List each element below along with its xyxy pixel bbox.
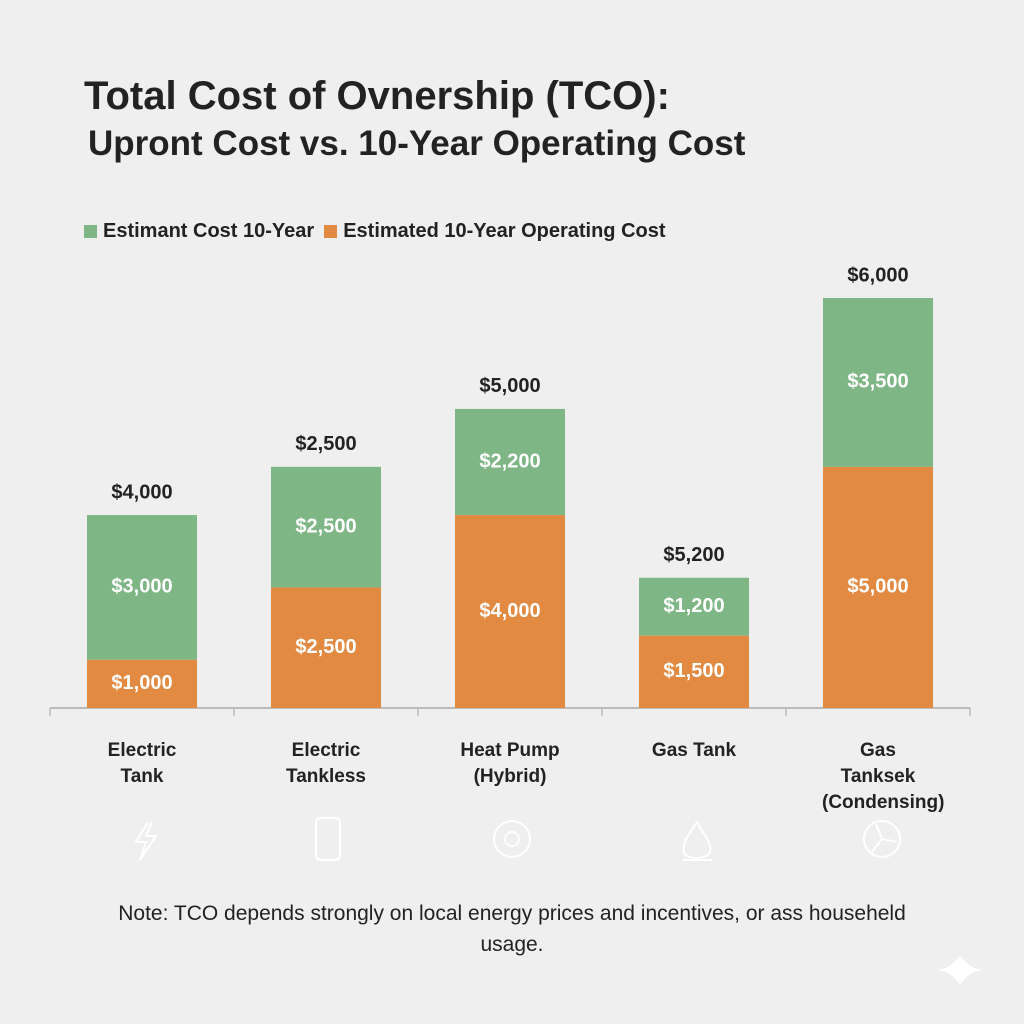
legend-item: Estimated 10-Year Operating Cost <box>324 220 666 243</box>
icons <box>134 817 901 861</box>
icon-heatpump-core <box>504 831 520 847</box>
value-label: $4,000 <box>479 600 540 622</box>
bar-segment <box>823 298 933 467</box>
bar-segment <box>87 659 197 708</box>
chart-title: Total Cost of Ovnership (TCO): <box>84 74 670 118</box>
value-label: $1,200 <box>663 595 724 617</box>
bar-segment <box>639 577 749 636</box>
total-label: $2,500 <box>295 433 356 455</box>
total-label: $5,200 <box>663 544 724 566</box>
value-label: $1,000 <box>111 672 172 694</box>
sparkle <box>935 955 985 985</box>
note: Note: TCO depends strongly on local ener… <box>118 902 906 956</box>
bar-segment <box>639 635 749 708</box>
bar-segment <box>455 408 565 516</box>
value-label: $2,500 <box>295 636 356 658</box>
value-label: $2,500 <box>295 515 356 537</box>
bar-segment <box>271 587 381 708</box>
value-label: $3,000 <box>111 576 172 598</box>
chart-subtitle: Upront Cost vs. 10-Year Operating Cost <box>88 124 746 163</box>
icon-fan-blades <box>871 823 898 853</box>
x-tick-label: Electric Tank <box>107 740 177 787</box>
value-label: $1,500 <box>663 660 724 682</box>
legend-label: Estimated 10-Year Operating Cost <box>343 220 666 242</box>
x-tick-label: Heat Pump (Hybrid) <box>460 740 560 787</box>
icon-fan <box>863 820 901 858</box>
x-tick-label: Gas Tank <box>651 740 737 761</box>
bar-segment <box>87 515 197 660</box>
x-tick-label: Electric Tankless <box>286 740 366 787</box>
bar-segment <box>271 466 381 588</box>
value-label: $5,000 <box>847 576 908 598</box>
bar-segment <box>455 515 565 708</box>
legend-swatch <box>84 225 97 238</box>
icon-bolt <box>134 821 158 861</box>
x-tick-label: Gas Tanksek (Condensing) <box>822 740 945 813</box>
legend: Estimant Cost 10-Year Estimated 10-Year O… <box>84 220 666 243</box>
icon-heatpump <box>493 820 531 858</box>
total-label: $6,000 <box>847 264 908 286</box>
value-label: $2,200 <box>479 450 540 472</box>
total-label: $5,000 <box>479 375 540 397</box>
total-label: $4,000 <box>111 481 172 503</box>
legend-label: Estimant Cost 10-Year <box>103 220 315 242</box>
bar-segment <box>823 466 933 708</box>
legend-item: Estimant Cost 10-Year <box>84 220 314 243</box>
icon-flame <box>682 819 712 859</box>
icon-tankless <box>315 817 341 861</box>
value-label: $3,500 <box>847 371 908 393</box>
legend-swatch <box>324 225 338 238</box>
